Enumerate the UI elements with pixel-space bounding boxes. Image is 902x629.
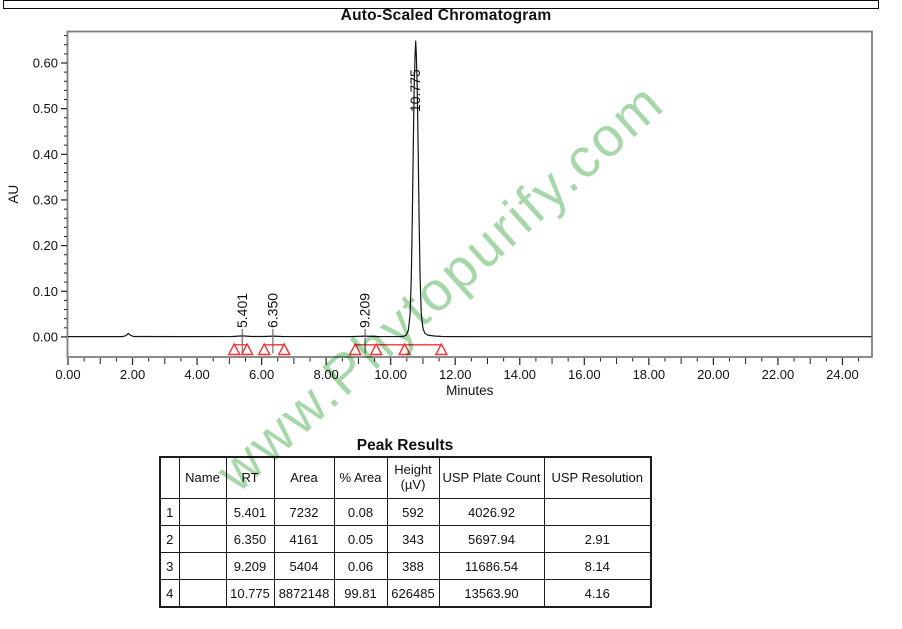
integration-triangle xyxy=(434,342,449,356)
table-cell: 10.775 xyxy=(225,579,275,608)
table-cell: 592 xyxy=(386,498,440,526)
table-cell: 626485 xyxy=(386,579,440,608)
row-index-cell: 4 xyxy=(159,579,180,608)
table-cell: 0.05 xyxy=(333,525,388,553)
peak-results-header: Name RT Area% Area Height (µV) USP Plate Cou… xyxy=(159,456,652,499)
table-cell: 11686.54 xyxy=(438,552,545,580)
table-cell xyxy=(178,579,227,608)
peak-rt-label: 9.209 xyxy=(357,293,373,328)
y-tick-label: 0.40 xyxy=(33,147,58,162)
x-tick-label: 2.00 xyxy=(120,367,145,382)
column-header-area: Area xyxy=(273,456,335,499)
table-cell xyxy=(178,525,227,553)
integration-triangle xyxy=(369,342,383,356)
table-row: 4 10.775 8872148 99.81 626485 13563.90 4.16 xyxy=(159,579,652,608)
table-cell: 9.209 xyxy=(225,552,275,580)
chromatogram-trace xyxy=(68,40,872,338)
table-cell: 13563.90 xyxy=(438,579,545,608)
y-axis-title: AU xyxy=(6,185,21,204)
table-cell: 343 xyxy=(386,525,440,553)
row-index-cell: 3 xyxy=(159,552,180,580)
table-cell: 4.16 xyxy=(543,579,652,608)
x-tick-label: 10.00 xyxy=(374,367,407,382)
x-tick-label: 4.00 xyxy=(184,367,209,382)
x-tick-label: 8.00 xyxy=(313,367,338,382)
table-cell: 8872148 xyxy=(273,579,335,608)
y-tick-label: 0.50 xyxy=(33,101,58,116)
column-header--area: % Area xyxy=(333,456,388,499)
table-cell: 5.401 xyxy=(225,498,275,526)
page-frame-top-band xyxy=(3,0,879,9)
x-tick-label: 14.00 xyxy=(503,367,536,382)
x-tick-label: 12.00 xyxy=(439,367,472,382)
column-header-name: Name xyxy=(178,456,227,499)
y-tick-label: 0.30 xyxy=(33,192,58,207)
peak-rt-label: 5.401 xyxy=(234,293,250,328)
table-cell: 4026.92 xyxy=(438,498,545,526)
row-index-cell: 1 xyxy=(159,498,180,526)
x-tick-label: 6.00 xyxy=(249,367,274,382)
column-header-height: Height (µV) xyxy=(386,456,440,499)
peak-rt-label: 6.350 xyxy=(264,293,280,328)
chromatogram-chart: 0.00 0.10 0.20 0.30 0.40 0.50 0.60 0.00 2.00 4.00… xyxy=(6,30,873,398)
table-row: 3 9.209 5404 0.06 388 11686.54 8.14 xyxy=(159,552,652,580)
peak-results-table: Name RT Area% Area Height (µV) USP Plate Cou… xyxy=(159,456,652,608)
plot-border xyxy=(66,30,873,358)
integration-triangle xyxy=(348,342,362,356)
table-cell: 0.06 xyxy=(333,552,388,580)
x-tick-label: 0.00 xyxy=(55,367,80,382)
x-tick-label: 20.00 xyxy=(697,367,730,382)
y-tick-label: 0.10 xyxy=(33,284,58,299)
table-cell: 6.350 xyxy=(225,525,275,553)
table-cell: 8.14 xyxy=(543,552,652,580)
table-cell: 2.91 xyxy=(543,525,652,553)
integration-triangle xyxy=(240,342,254,356)
table-cell: 388 xyxy=(386,552,440,580)
x-tick-label: 24.00 xyxy=(826,367,859,382)
table-cell: 0.08 xyxy=(333,498,388,526)
integration-triangle xyxy=(397,342,412,356)
x-tick-label: 18.00 xyxy=(633,367,666,382)
table-cell xyxy=(178,552,227,580)
y-tick-label: 0.20 xyxy=(33,238,58,253)
integration-triangle xyxy=(227,342,241,356)
x-tick-label: 16.00 xyxy=(568,367,601,382)
column-header-rt: RT xyxy=(225,456,275,499)
column-header-index xyxy=(159,456,180,499)
x-tick-label: 22.00 xyxy=(762,367,795,382)
header-row: Name RT Area% Area Height (µV) USP Plate Cou… xyxy=(159,456,652,499)
table-cell: 5697.94 xyxy=(438,525,545,553)
table-row: 1 5.401 7232 0.08 592 4026.92 xyxy=(159,498,652,526)
table-cell xyxy=(543,498,652,526)
chart-title: Auto-Scaled Chromatogram xyxy=(340,7,552,24)
row-index-cell: 2 xyxy=(159,525,180,553)
y-tick-label: 0.00 xyxy=(33,329,58,344)
table-cell xyxy=(178,498,227,526)
column-header-usp-resolution: USP Resolution xyxy=(543,456,652,499)
column-header-usp-plate-count: USP Plate Count xyxy=(438,456,545,499)
table-cell: 4161 xyxy=(273,525,335,553)
integration-triangle xyxy=(257,342,271,356)
table-cell: 7232 xyxy=(273,498,335,526)
y-tick-label: 0.60 xyxy=(33,56,58,71)
x-axis-title: Minutes xyxy=(446,383,494,398)
table-cell: 99.81 xyxy=(333,579,388,608)
integration-triangle xyxy=(277,342,291,356)
peak-results-title: Peak Results xyxy=(356,437,454,454)
table-row: 2 6.350 4161 0.05 343 5697.94 2.91 xyxy=(159,525,652,553)
peak-results-body: 1 5.401 7232 0.08 592 4026.92 2 6.350 4161 0.05 34… xyxy=(159,498,652,608)
table-cell: 5404 xyxy=(273,552,335,580)
peak-rt-label: 10.775 xyxy=(407,69,423,112)
